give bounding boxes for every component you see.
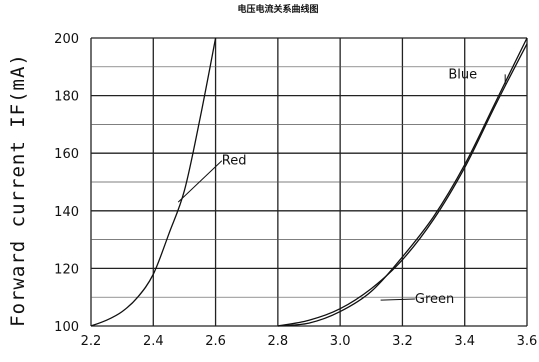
y-tick-label: 120	[54, 262, 79, 277]
y-tick-label: 100	[54, 320, 79, 335]
annotation-blue: Blue	[448, 67, 477, 82]
x-tick-label: 2.4	[143, 334, 164, 349]
y-tick-label: 200	[54, 32, 79, 47]
x-tick-label: 2.6	[205, 334, 226, 349]
annotation-green: Green	[415, 292, 454, 307]
x-tick-label: 3.6	[517, 334, 538, 349]
y-tick-label: 140	[54, 205, 79, 220]
grid	[90, 37, 528, 327]
series-line-red	[90, 37, 217, 327]
series-annotations: Red Blue Green	[177, 67, 506, 307]
y-axis-label: Forward current IF(mA)	[7, 53, 29, 327]
x-tick-label: 2.8	[268, 334, 289, 349]
x-tick-label: 3.4	[454, 334, 475, 349]
y-tick-label: 160	[54, 147, 79, 162]
chart-title: 电压电流关系曲线图	[237, 3, 318, 15]
series-lines	[90, 37, 528, 327]
series-line-green	[277, 43, 528, 327]
tick-labels: 2.2 2.4 2.6 2.8 3.0 3.2 3.4 3.6 100 120 140 160 180 2…	[54, 32, 537, 349]
leader-line-green	[380, 298, 415, 301]
x-tick-label: 2.2	[81, 334, 102, 349]
x-tick-label: 3.0	[330, 334, 351, 349]
y-tick-label: 180	[54, 90, 79, 105]
leader-line-red	[177, 160, 223, 203]
annotation-red: Red	[222, 154, 247, 169]
x-tick-label: 3.2	[392, 334, 413, 349]
series-line-blue	[277, 37, 528, 327]
